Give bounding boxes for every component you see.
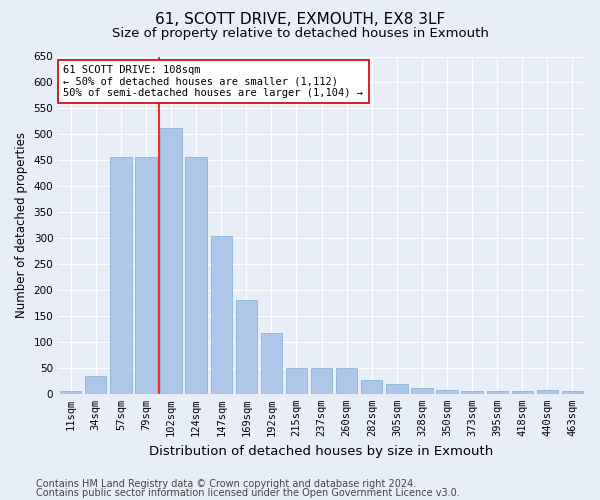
Bar bbox=[136, 156, 157, 394]
Bar bbox=[386, 384, 407, 394]
Bar bbox=[311, 368, 332, 394]
Bar bbox=[512, 391, 533, 394]
Bar bbox=[411, 388, 433, 394]
Y-axis label: Number of detached properties: Number of detached properties bbox=[15, 132, 28, 318]
Bar bbox=[461, 391, 483, 394]
Bar bbox=[236, 300, 257, 394]
Bar bbox=[185, 156, 207, 394]
Bar bbox=[60, 391, 82, 394]
Text: 61, SCOTT DRIVE, EXMOUTH, EX8 3LF: 61, SCOTT DRIVE, EXMOUTH, EX8 3LF bbox=[155, 12, 445, 28]
Text: Contains HM Land Registry data © Crown copyright and database right 2024.: Contains HM Land Registry data © Crown c… bbox=[36, 479, 416, 489]
Bar bbox=[85, 376, 106, 394]
Bar bbox=[211, 236, 232, 394]
Bar bbox=[286, 368, 307, 394]
Text: Size of property relative to detached houses in Exmouth: Size of property relative to detached ho… bbox=[112, 28, 488, 40]
Bar bbox=[537, 390, 558, 394]
Bar bbox=[110, 156, 131, 394]
Bar bbox=[336, 368, 358, 394]
Text: Contains public sector information licensed under the Open Government Licence v3: Contains public sector information licen… bbox=[36, 488, 460, 498]
Bar bbox=[361, 380, 382, 394]
Bar bbox=[261, 332, 282, 394]
X-axis label: Distribution of detached houses by size in Exmouth: Distribution of detached houses by size … bbox=[149, 444, 494, 458]
Bar bbox=[562, 391, 583, 394]
Text: 61 SCOTT DRIVE: 108sqm
← 50% of detached houses are smaller (1,112)
50% of semi-: 61 SCOTT DRIVE: 108sqm ← 50% of detached… bbox=[64, 65, 364, 98]
Bar bbox=[436, 390, 458, 394]
Bar bbox=[487, 391, 508, 394]
Bar bbox=[160, 128, 182, 394]
